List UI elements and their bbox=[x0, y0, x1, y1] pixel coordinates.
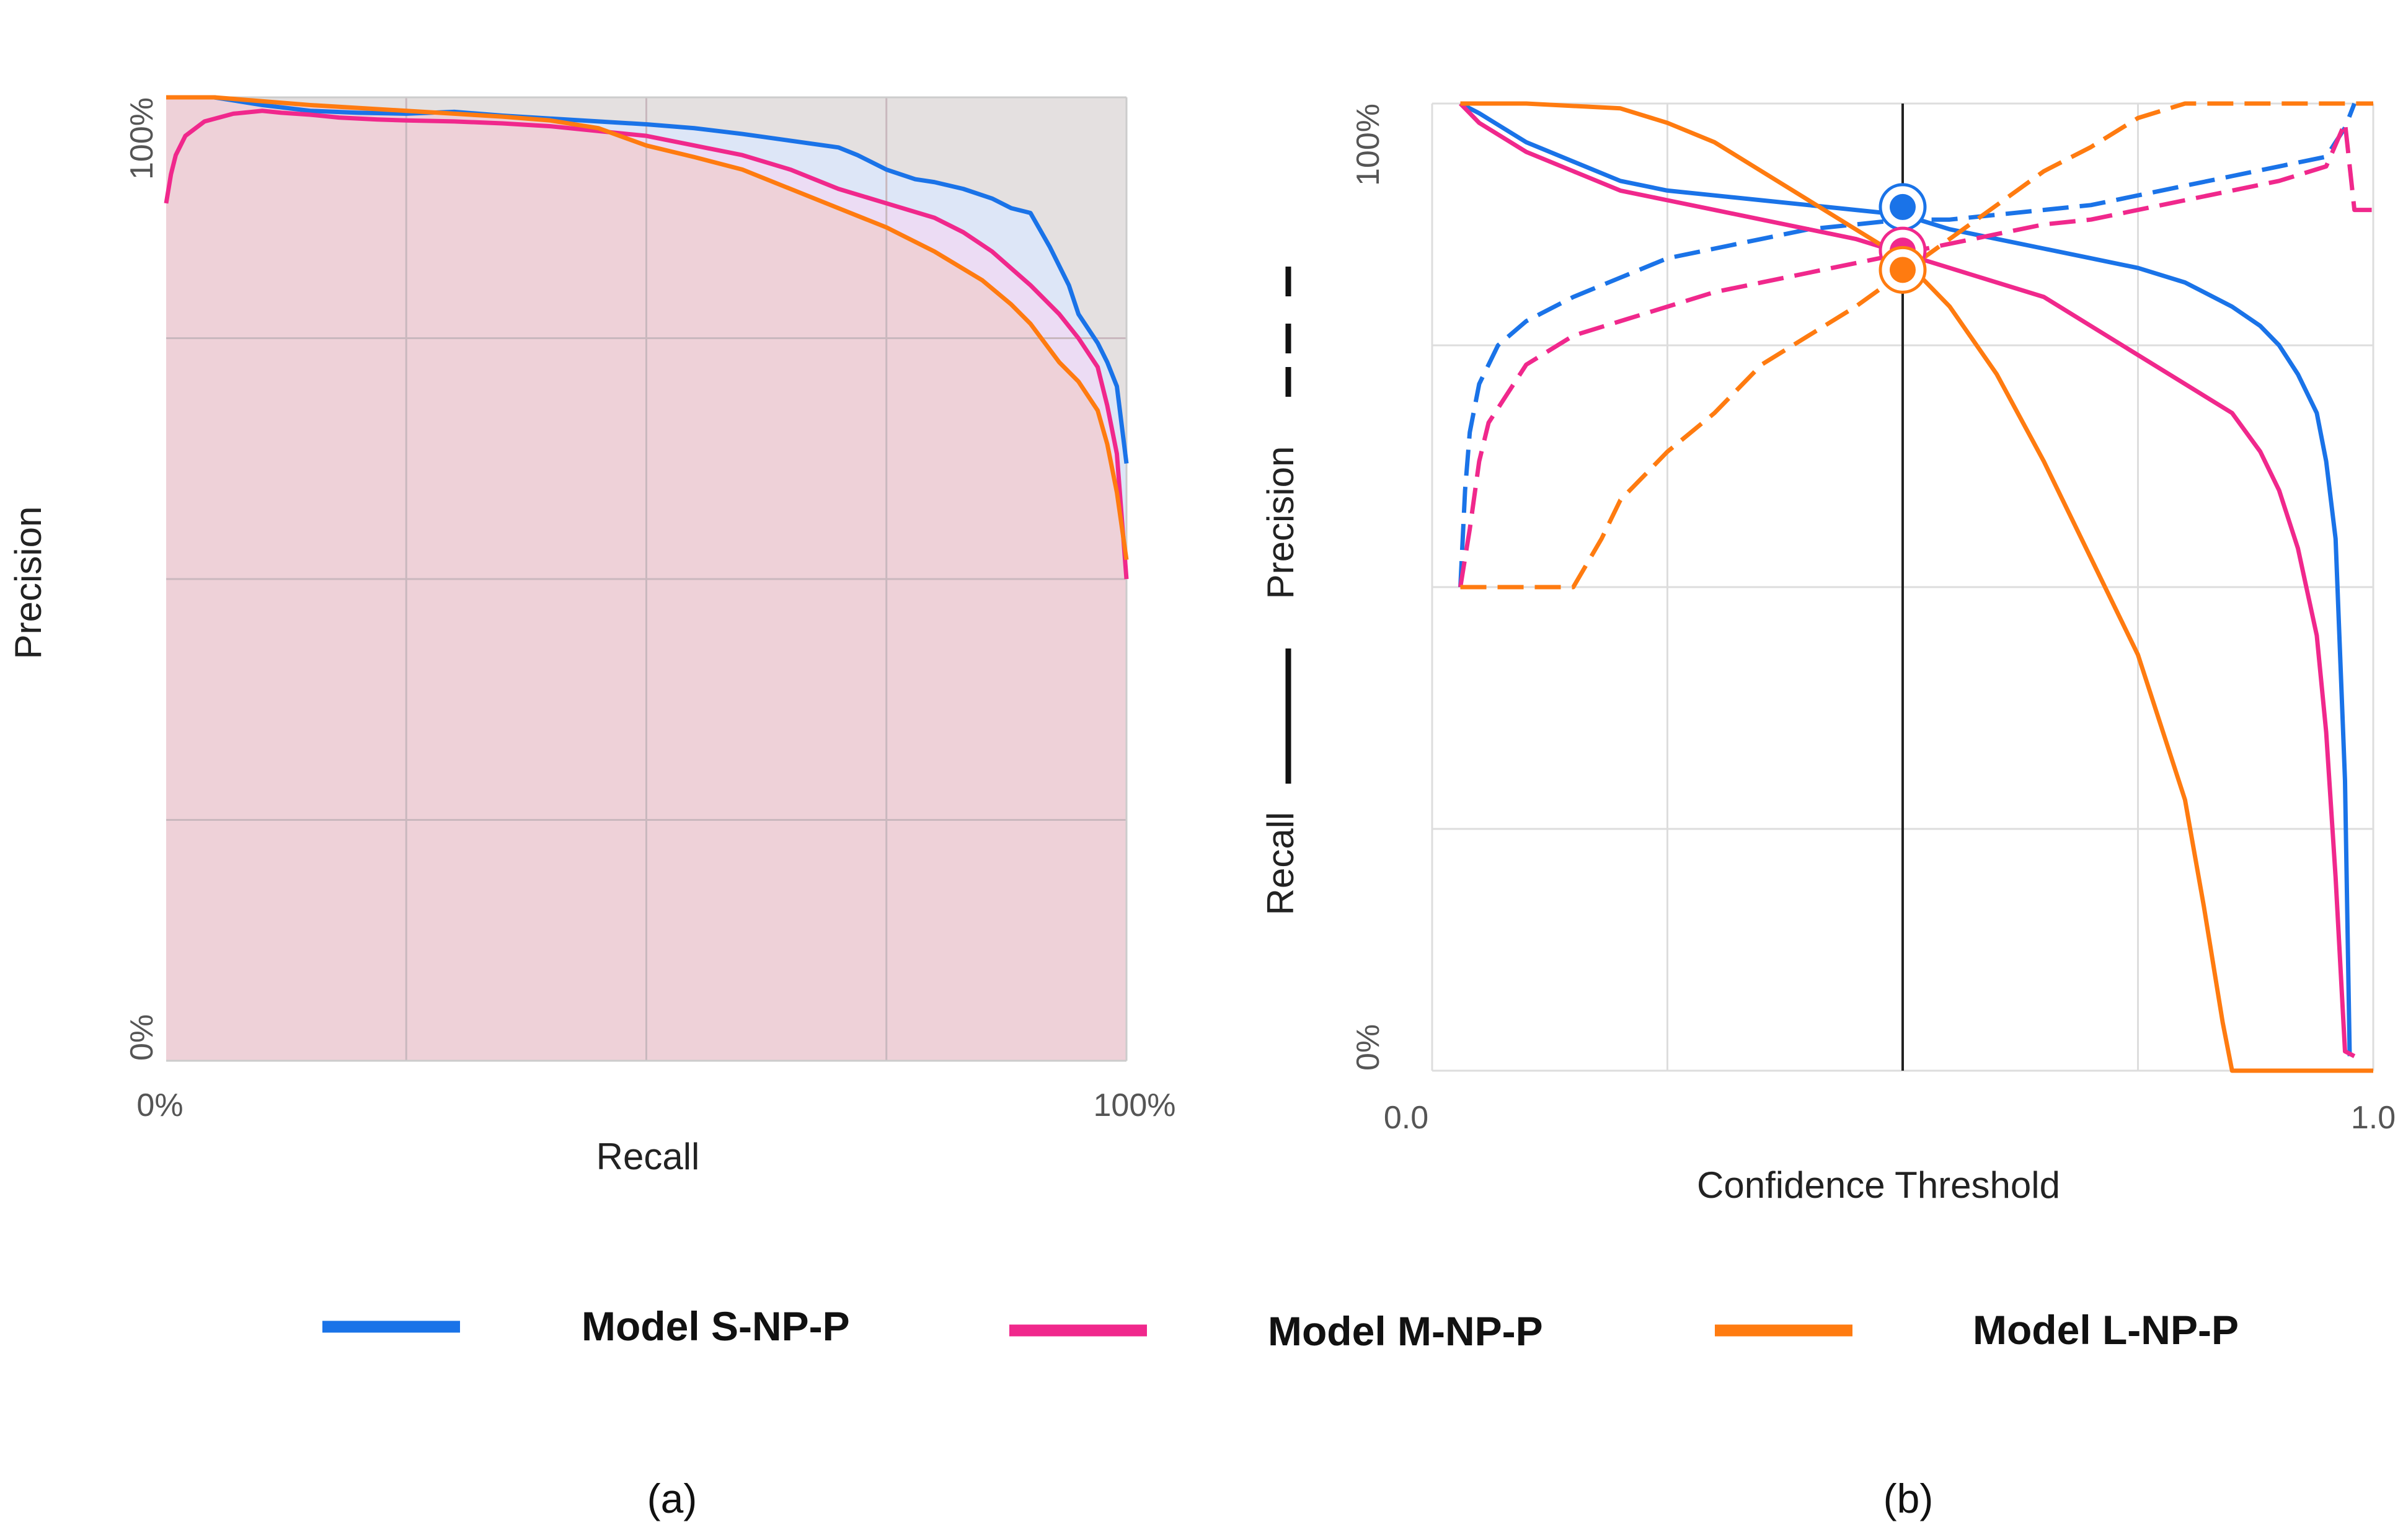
plot-a-series-lines bbox=[164, 95, 1129, 580]
b-y-tick-bottom: 0% bbox=[1350, 1024, 1386, 1071]
panel-a-precision-recall-chart: 100% 0% 0% 100% Recall Precision bbox=[7, 95, 1176, 1177]
legend-item-l: Model L-NP-P bbox=[1715, 1307, 2239, 1353]
a-x-tick-left: 0% bbox=[136, 1087, 183, 1123]
b-y-axis-title-precision: Precision bbox=[1260, 446, 1301, 600]
b-y-axis-title-recall: Recall bbox=[1260, 812, 1301, 916]
legend: Model S-NP-P Model M-NP-P Model L-NP-P bbox=[322, 1303, 2239, 1354]
legend-label-m: Model M-NP-P bbox=[1268, 1308, 1543, 1354]
a-y-axis-title: Precision bbox=[7, 507, 49, 660]
pr-curve-model-m-np-p bbox=[164, 108, 1129, 580]
b-x-tick-left: 0.0 bbox=[1384, 1100, 1428, 1136]
pr-curve-model-s-np-p bbox=[166, 95, 1129, 464]
threshold-marker-dot-model-l-np-p bbox=[1890, 257, 1916, 283]
a-y-tick-top: 100% bbox=[124, 97, 160, 180]
legend-item-m: Model M-NP-P bbox=[1009, 1308, 1543, 1354]
plot-a-gridlines bbox=[166, 96, 1128, 1061]
legend-label-s: Model S-NP-P bbox=[582, 1303, 850, 1349]
b-x-tick-right: 1.0 bbox=[2351, 1100, 2396, 1136]
panel-label-a: (a) bbox=[647, 1476, 697, 1521]
legend-label-l: Model L-NP-P bbox=[1973, 1307, 2239, 1353]
a-y-tick-bottom: 0% bbox=[124, 1014, 160, 1061]
a-x-axis-title: Recall bbox=[596, 1136, 700, 1177]
recall-curve-model-l-np-p bbox=[1460, 101, 2373, 1073]
panel-b-threshold-chart: 100% 0% 0.0 1.0 Confidence Threshold Pre… bbox=[1260, 101, 2396, 1206]
b-x-axis-title: Confidence Threshold bbox=[1697, 1164, 2060, 1206]
precision-curve-model-s-np-p bbox=[1458, 102, 2357, 588]
recall-curve-model-m-np-p bbox=[1459, 102, 2356, 1058]
b-y-tick-top: 100% bbox=[1350, 104, 1386, 186]
a-x-tick-right: 100% bbox=[1094, 1087, 1176, 1123]
plot-b-threshold-markers bbox=[1879, 183, 1927, 294]
panel-label-b: (b) bbox=[1883, 1476, 1934, 1521]
recall-curve-model-s-np-p bbox=[1459, 101, 2352, 1056]
pr-curve-model-l-np-p bbox=[166, 95, 1129, 560]
precision-curve-model-m-np-p bbox=[1458, 120, 2373, 588]
legend-item-s: Model S-NP-P bbox=[322, 1303, 850, 1349]
threshold-marker-dot-model-s-np-p bbox=[1890, 193, 1916, 220]
